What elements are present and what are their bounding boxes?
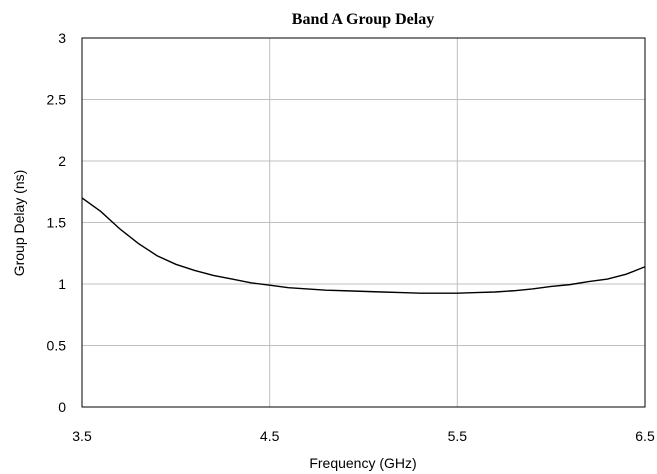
y-tick-label: 1.5 bbox=[47, 215, 67, 231]
y-tick-label: 3 bbox=[58, 30, 66, 46]
y-tick-label: 2 bbox=[58, 153, 66, 169]
y-tick-label: 2.5 bbox=[47, 92, 67, 108]
y-tick-label: 1 bbox=[58, 276, 66, 292]
y-axis-ticks: 0 0.5 1 1.5 2 2.5 3 bbox=[47, 30, 67, 415]
y-axis-label: Group Delay (ns) bbox=[11, 170, 27, 277]
grid-lines bbox=[82, 38, 645, 407]
group-delay-series-line bbox=[81, 197, 646, 294]
chart-title: Band A Group Delay bbox=[292, 11, 434, 28]
x-tick-label: 3.5 bbox=[72, 428, 92, 444]
x-tick-label: 4.5 bbox=[260, 428, 280, 444]
x-axis-ticks: 3.5 4.5 5.5 6.5 bbox=[72, 428, 655, 444]
x-axis-label: Frequency (GHz) bbox=[309, 455, 416, 471]
plot-frame bbox=[81, 37, 646, 408]
y-tick-label: 0.5 bbox=[47, 338, 67, 354]
plot-area bbox=[81, 197, 646, 294]
y-tick-label: 0 bbox=[58, 399, 66, 415]
x-tick-label: 5.5 bbox=[448, 428, 468, 444]
x-tick-label: 6.5 bbox=[635, 428, 655, 444]
